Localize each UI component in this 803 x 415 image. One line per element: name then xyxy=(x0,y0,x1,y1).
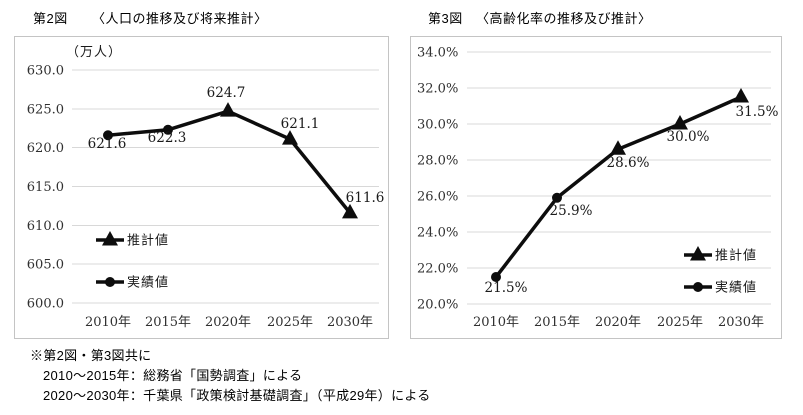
legend-label: 推計値 xyxy=(715,248,757,263)
x-axis-tick-label: 2030年 xyxy=(327,315,373,330)
triangle-marker xyxy=(102,231,118,246)
x-axis-tick-label: 2025年 xyxy=(267,315,313,330)
triangle-marker xyxy=(733,88,749,103)
y-axis-tick-label: 620.0 xyxy=(27,141,64,156)
data-point-label: 31.5% xyxy=(736,104,779,120)
figure2-number: 第2図 xyxy=(33,11,68,26)
triangle-marker xyxy=(342,203,358,219)
triangle-marker xyxy=(610,140,626,155)
aging-rate-line-chart: 34.0% 32.0% 30.0% 28.0% 26.0% 24.0% 22.0% 20.0%… xyxy=(417,46,779,331)
circle-marker xyxy=(103,130,113,141)
x-axis-tick-label: 2020年 xyxy=(595,315,641,330)
y-axis-tick-label: 26.0% xyxy=(417,190,458,205)
data-point-label: 25.9% xyxy=(550,203,593,219)
data-point-label: 624.7 xyxy=(207,85,246,101)
circle-marker xyxy=(552,192,562,203)
x-axis-tick-label: 2025年 xyxy=(657,315,703,330)
y-axis-tick-label: 605.0 xyxy=(27,258,64,273)
data-point-label: 611.6 xyxy=(346,190,385,206)
legend-label: 実績値 xyxy=(715,280,757,295)
y-axis-tick-label: 32.0% xyxy=(417,82,458,97)
data-point-label: 30.0% xyxy=(667,129,710,145)
aging-rate-chart-panel: 34.0% 32.0% 30.0% 28.0% 26.0% 24.0% 22.0% 20.0%… xyxy=(410,36,782,339)
circle-marker xyxy=(491,272,501,282)
y-axis-unit-label: （万人） xyxy=(66,44,122,59)
y-axis-tick-label: 615.0 xyxy=(27,180,64,195)
data-point-label: 622.3 xyxy=(148,130,187,146)
y-axis-tick-label: 30.0% xyxy=(417,118,458,133)
y-axis-tick-label: 625.0 xyxy=(27,102,64,117)
x-axis-tick-label: 2010年 xyxy=(473,315,519,330)
x-axis-tick-label: 2015年 xyxy=(534,315,580,330)
circle-marker xyxy=(693,282,703,292)
y-axis-tick-label: 22.0% xyxy=(417,262,458,277)
figure3-title: 〈高齢化率の推移及び推計〉 xyxy=(476,11,652,26)
figure2-title: 〈人口の推移及び将来推計〉 xyxy=(92,11,268,26)
triangle-marker xyxy=(690,246,706,261)
data-point-label: 21.5% xyxy=(485,280,528,296)
figure3-number: 第3図 xyxy=(428,11,463,26)
population-chart-panel: 630.0 625.0 620.0 615.0 610.0 605.0 600.0 2010年… xyxy=(14,36,389,339)
x-axis-tick-label: 2010年 xyxy=(85,315,131,330)
legend-label: 実績値 xyxy=(127,275,169,290)
y-axis-tick-label: 28.0% xyxy=(417,154,458,169)
footnote-line-3: 2020～2030年：千葉県「政策検討基礎調査」（平成29年）による xyxy=(43,388,431,403)
circle-marker xyxy=(163,124,173,135)
circle-marker xyxy=(105,277,115,287)
data-point-label: 28.6% xyxy=(607,155,650,171)
y-axis-tick-label: 610.0 xyxy=(27,219,64,234)
x-axis-tick-label: 2020年 xyxy=(205,315,251,330)
y-axis-tick-label: 34.0% xyxy=(417,46,458,61)
population-line-chart: 630.0 625.0 620.0 615.0 610.0 605.0 600.0 2010年… xyxy=(27,44,385,330)
y-axis-tick-label: 630.0 xyxy=(27,64,64,79)
footnote-line-2: 2010～2015年：総務省「国勢調査」による xyxy=(43,368,303,383)
x-axis-tick-label: 2015年 xyxy=(145,315,191,330)
triangle-marker xyxy=(672,115,688,130)
y-axis-tick-label: 20.0% xyxy=(417,298,458,313)
y-axis-tick-label: 600.0 xyxy=(27,297,64,312)
triangle-marker xyxy=(282,130,298,145)
triangle-marker xyxy=(220,102,236,117)
footnote-line-1: ※第2図・第3図共に xyxy=(30,348,152,363)
y-axis-tick-label: 24.0% xyxy=(417,226,458,241)
x-axis-tick-label: 2030年 xyxy=(718,315,764,330)
data-point-label: 621.1 xyxy=(281,116,320,132)
legend-label: 推計値 xyxy=(127,233,169,248)
data-point-label: 621.6 xyxy=(88,136,127,152)
source-footnote: ※第2図・第3図共に 2010～2015年：総務省「国勢調査」による 2020～… xyxy=(30,346,431,406)
